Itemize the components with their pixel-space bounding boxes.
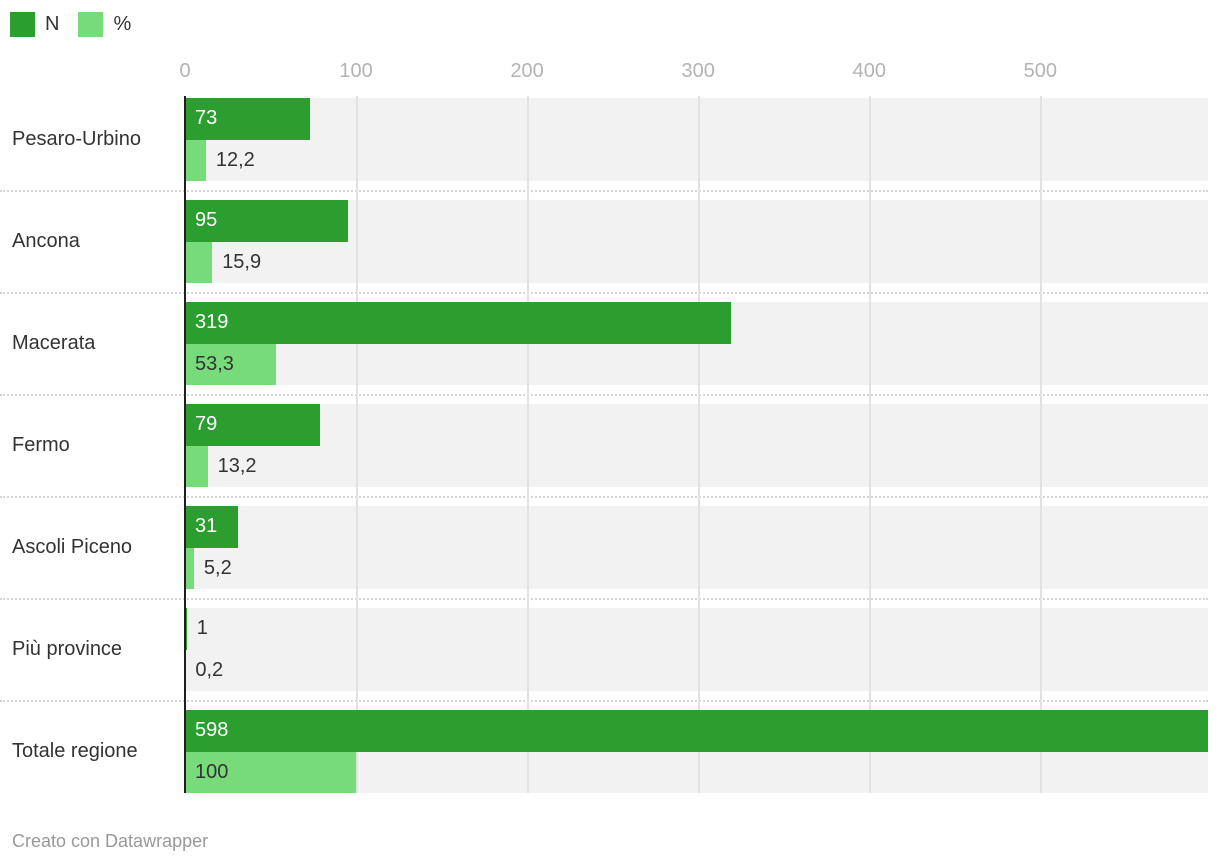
row-separator xyxy=(0,292,1208,294)
y-axis-line xyxy=(184,96,186,793)
row-band xyxy=(185,608,1208,691)
value-label-n: 79 xyxy=(195,413,218,436)
x-axis-tick-label: 200 xyxy=(510,60,544,82)
x-axis-tick-label: 500 xyxy=(1023,60,1058,82)
x-axis-tick-label: 0 xyxy=(179,60,191,82)
category-label: Ascoli Piceno xyxy=(12,536,133,558)
gridline xyxy=(869,96,872,793)
value-label-n: 95 xyxy=(195,209,218,232)
row-band xyxy=(185,506,1208,589)
value-label-pct: 100 xyxy=(195,760,229,783)
value-label-pct: 0,2 xyxy=(195,658,224,681)
row-separator xyxy=(0,190,1208,192)
category-label: Macerata xyxy=(12,332,96,354)
category-label: Ancona xyxy=(12,230,80,252)
value-label-pct: 12,2 xyxy=(215,148,255,171)
row-band xyxy=(185,200,1208,283)
gridline xyxy=(527,96,530,793)
category-label: Totale regione xyxy=(12,740,138,762)
bar-pct xyxy=(185,241,213,283)
bar-pct xyxy=(185,547,194,589)
gridline xyxy=(1040,96,1043,793)
legend-swatch-pct xyxy=(78,12,104,37)
bar-n xyxy=(185,506,239,548)
x-axis-tick-label: 100 xyxy=(339,60,373,82)
bar-pct xyxy=(185,445,208,487)
x-axis-tick-label: 300 xyxy=(681,60,715,82)
value-label-n: 31 xyxy=(195,515,218,538)
bar-n xyxy=(185,98,310,140)
legend-label-pct: % xyxy=(113,13,132,35)
bar-n xyxy=(185,710,1208,752)
value-label-n: 319 xyxy=(195,311,229,334)
category-label: Pesaro-Urbino xyxy=(12,128,141,150)
value-label-n: 73 xyxy=(195,107,218,130)
bar-pct xyxy=(185,139,206,181)
category-label: Fermo xyxy=(12,434,70,456)
row-band xyxy=(185,404,1208,487)
value-label-pct: 15,9 xyxy=(222,250,262,273)
bar-n xyxy=(185,302,731,344)
bar-pct xyxy=(185,751,357,793)
datawrapper-attribution-link[interactable]: Creato con Datawrapper xyxy=(12,831,209,851)
value-label-pct: 53,3 xyxy=(195,352,234,375)
row-separator xyxy=(0,496,1208,498)
legend-item-pct: % xyxy=(78,12,131,37)
bar-n xyxy=(185,200,348,242)
legend-item-n: N xyxy=(10,12,59,37)
x-axis-tick-label: 400 xyxy=(852,60,886,82)
value-label-pct: 13,2 xyxy=(217,454,257,477)
bar-n xyxy=(185,404,321,446)
row-band xyxy=(185,98,1208,181)
gridline xyxy=(698,96,701,793)
value-label-pct: 5,2 xyxy=(203,556,232,579)
legend-label-n: N xyxy=(45,13,60,35)
row-separator xyxy=(0,700,1208,702)
bar-pct xyxy=(185,343,277,385)
row-separator xyxy=(0,394,1208,396)
value-label-n: 598 xyxy=(195,719,229,742)
legend: N % xyxy=(10,12,131,37)
legend-swatch-n xyxy=(10,12,35,37)
row-separator xyxy=(0,598,1208,600)
category-label: Più province xyxy=(12,638,123,660)
value-label-n: 1 xyxy=(196,617,208,640)
gridline xyxy=(356,96,359,793)
